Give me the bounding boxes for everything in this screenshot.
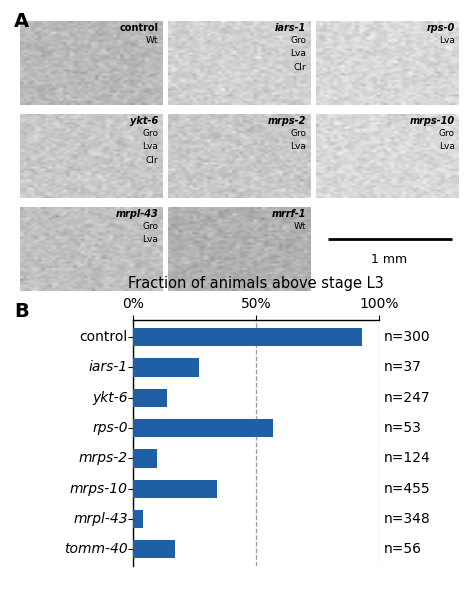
Text: A: A — [14, 12, 29, 31]
Text: n=124: n=124 — [384, 452, 431, 465]
Text: Lva: Lva — [142, 235, 158, 244]
Text: n=56: n=56 — [384, 542, 422, 556]
Text: control: control — [80, 330, 128, 344]
Text: iars-1: iars-1 — [275, 23, 306, 34]
Text: mrps-2: mrps-2 — [268, 116, 306, 126]
Text: mrps-10: mrps-10 — [410, 116, 455, 126]
Bar — [133, 449, 157, 467]
Text: Lva: Lva — [438, 143, 455, 152]
Text: Wt: Wt — [146, 36, 158, 45]
Text: Wt: Wt — [294, 222, 306, 231]
Text: rps-0: rps-0 — [92, 421, 128, 435]
Bar — [133, 358, 199, 377]
Text: tomm-40: tomm-40 — [64, 542, 128, 556]
Bar — [133, 480, 217, 498]
Text: Lva: Lva — [438, 36, 455, 45]
Text: mrps-10: mrps-10 — [70, 482, 128, 496]
Bar — [133, 389, 167, 407]
Text: iars-1: iars-1 — [89, 361, 128, 374]
Text: control: control — [119, 23, 158, 34]
Text: Gro: Gro — [142, 129, 158, 138]
Text: Clr: Clr — [146, 156, 158, 165]
Text: n=300: n=300 — [384, 330, 431, 344]
Text: ykt-6: ykt-6 — [92, 391, 128, 405]
Text: n=455: n=455 — [384, 482, 431, 496]
Text: B: B — [14, 302, 29, 322]
Text: Lva: Lva — [291, 143, 306, 152]
Text: n=348: n=348 — [384, 512, 431, 526]
Bar — [133, 510, 143, 528]
Text: Gro: Gro — [142, 222, 158, 231]
Bar — [133, 328, 362, 346]
Bar — [133, 419, 273, 437]
Text: rps-0: rps-0 — [426, 23, 455, 34]
Text: n=247: n=247 — [384, 391, 431, 405]
Text: mrpl-43: mrpl-43 — [115, 209, 158, 219]
Text: Lva: Lva — [291, 50, 306, 59]
Text: n=37: n=37 — [384, 361, 422, 374]
Text: mrrf-1: mrrf-1 — [272, 209, 306, 219]
Title: Fraction of animals above stage L3: Fraction of animals above stage L3 — [128, 276, 384, 291]
Text: 1 mm: 1 mm — [371, 253, 407, 266]
Text: mrps-2: mrps-2 — [79, 452, 128, 465]
Text: mrpl-43: mrpl-43 — [73, 512, 128, 526]
Text: Clr: Clr — [294, 63, 306, 72]
Text: n=53: n=53 — [384, 421, 422, 435]
Text: ykt-6: ykt-6 — [130, 116, 158, 126]
Text: Gro: Gro — [438, 129, 455, 138]
Text: Gro: Gro — [291, 36, 306, 45]
Bar — [133, 540, 174, 558]
Text: Lva: Lva — [142, 143, 158, 152]
Text: Gro: Gro — [291, 129, 306, 138]
